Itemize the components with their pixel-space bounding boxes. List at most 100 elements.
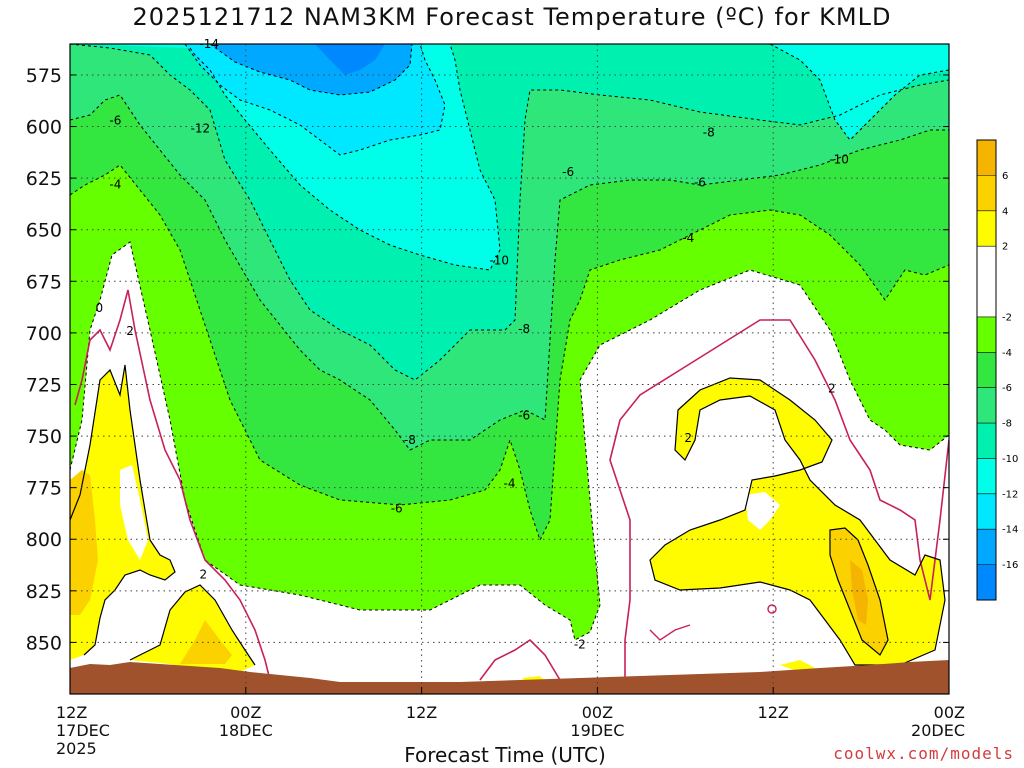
x-tick-label: 17DEC <box>56 721 110 740</box>
contour-zero-west <box>74 289 271 681</box>
x-tick-label: 00Z <box>230 703 261 722</box>
y-tick-label: 800 <box>26 529 62 551</box>
colorbar-band <box>977 564 996 600</box>
contour-plus2-west <box>70 364 176 656</box>
colorbar-band <box>977 423 996 459</box>
contour-label: -6 <box>109 113 121 127</box>
contour-plus4-east <box>829 527 889 656</box>
contour-label: -6 <box>562 165 574 179</box>
contour-label: -10 <box>829 153 849 167</box>
contour-label: -14 <box>199 37 219 51</box>
colorbar-band <box>977 210 996 247</box>
colorbar-label: -12 <box>1002 489 1018 500</box>
band-white-pocket <box>745 492 780 530</box>
contour-labels: -14 -6 -12 -4 -8 -10 -6 -6 -4 -10 0 2 -8 -6 2 2 -8 -4 -6 2 -… <box>95 37 848 651</box>
contour-label: -2 <box>574 637 586 651</box>
contour-plus2-south <box>129 584 256 666</box>
contour-label: -4 <box>682 231 694 245</box>
contour-label: 2 <box>828 382 836 396</box>
colorbar-label: -4 <box>1002 348 1012 359</box>
colorbar-label: -16 <box>1002 560 1018 571</box>
contour-zero-small <box>649 624 691 641</box>
y-tick-label: 700 <box>26 323 62 345</box>
band-minus16-minus18 <box>315 44 385 75</box>
contour-label: -4 <box>504 477 516 491</box>
contour-label: -8 <box>518 322 530 336</box>
y-tick-label: 850 <box>26 632 62 654</box>
colorbar-label: -6 <box>1002 383 1012 394</box>
colorbar: 6 4 2 -2 -4 -6 -8 -10 -12 -14 -16 <box>976 139 1018 601</box>
plot-frame <box>69 43 950 695</box>
chart-title: 2025121712 NAM3KM Forecast Temperature (… <box>132 3 892 31</box>
colorbar-label: -8 <box>1002 419 1012 430</box>
x-tick-label: 12Z <box>758 703 789 722</box>
y-tick-label: 575 <box>26 65 62 87</box>
x-tick-label: 00Z <box>934 703 965 722</box>
contour-label: -6 <box>518 408 530 422</box>
band-plus4-plus6-south <box>180 620 232 664</box>
band-plus6-plus8-east <box>850 560 868 625</box>
contour-label: 2 <box>684 431 692 445</box>
temperature-field <box>70 44 949 694</box>
contour-label: -10 <box>489 254 509 268</box>
contour-minus4 <box>70 164 949 542</box>
x-tick-label: 00Z <box>582 703 613 722</box>
colorbar-band <box>977 175 996 211</box>
colorbar-label: 4 <box>1002 206 1008 217</box>
colorbar-label: -2 <box>1002 312 1012 323</box>
x-tick-label: 12Z <box>56 703 87 722</box>
contour-label: -6 <box>391 501 403 515</box>
y-tick-label: 825 <box>26 581 62 603</box>
y-tick-label: 725 <box>26 374 62 396</box>
colorbar-band <box>977 387 996 424</box>
contour-zero-center <box>479 638 561 681</box>
band-white-hole <box>120 465 148 560</box>
y-tick-label: 625 <box>26 168 62 190</box>
contour-label: -4 <box>109 177 121 191</box>
colorbar-label: 2 <box>1002 242 1008 253</box>
colorbar-label: -10 <box>1002 454 1018 465</box>
colorbar-band <box>977 529 996 565</box>
band-minus10-minus12-east <box>770 44 949 140</box>
y-tick-label: 750 <box>26 426 62 448</box>
contour-label: -6 <box>694 175 706 189</box>
colorbar-label: -14 <box>1002 525 1018 536</box>
x-axis-title: Forecast Time (UTC) <box>404 743 606 767</box>
colorbar-band <box>977 316 996 353</box>
grid-lines <box>70 44 949 694</box>
y-axis: 575 600 625 650 675 700 725 750 775 800 825 850 <box>26 65 949 654</box>
contour-minus12 <box>184 44 446 156</box>
contour-zero-ring <box>767 604 777 614</box>
contour-minus10 <box>189 44 501 271</box>
x-tick-label: 20DEC <box>911 721 965 740</box>
colorbar-band <box>977 352 996 388</box>
contour-zero-east <box>609 319 949 680</box>
x-tick-label: 18DEC <box>219 721 273 740</box>
colorbar-band <box>977 458 996 494</box>
terrain-ground <box>70 660 949 694</box>
x-tick-label: 19DEC <box>570 721 624 740</box>
colorbar-band <box>977 493 996 530</box>
contour-label: -8 <box>703 126 715 140</box>
contour-minus14 <box>209 44 413 96</box>
y-tick-label: 650 <box>26 220 62 242</box>
y-tick-label: 600 <box>26 117 62 139</box>
y-tick-label: 675 <box>26 271 62 293</box>
colorbar-band <box>977 246 996 317</box>
x-tick-label: 2025 <box>56 739 97 758</box>
contour-label: 2 <box>199 567 207 581</box>
band-plus4-plus6-west <box>70 470 98 615</box>
colorbar-label: 6 <box>1002 171 1008 182</box>
credit-link[interactable]: coolwx.com/models <box>833 744 1014 763</box>
y-tick-label: 775 <box>26 478 62 500</box>
contour-label: 0 <box>95 301 103 315</box>
x-tick-label: 12Z <box>406 703 437 722</box>
contour-label: -12 <box>191 122 211 136</box>
contour-label: -8 <box>404 433 416 447</box>
contour-label: 2 <box>126 324 134 338</box>
colorbar-band <box>977 140 996 176</box>
contour-minus2 <box>70 241 949 641</box>
contour-plus2-east <box>649 377 946 666</box>
